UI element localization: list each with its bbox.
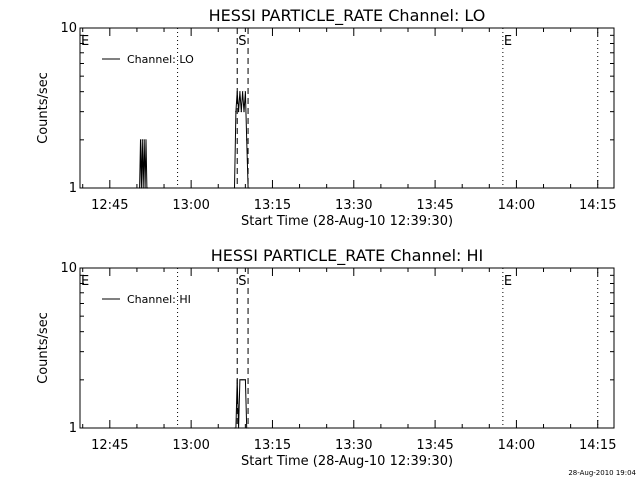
chart0-legend-label: Channel: LO	[127, 53, 194, 66]
chart1-data-point	[247, 427, 249, 429]
chart0-title: HESSI PARTICLE_RATE Channel: LO	[209, 6, 486, 26]
chart1-event-label: E	[504, 274, 512, 289]
chart0-data-point	[248, 187, 251, 189]
chart0-data-point	[144, 187, 146, 189]
chart1-data-point	[243, 379, 245, 381]
chart0-data-point	[145, 139, 147, 141]
chart0-data-point	[139, 187, 141, 189]
chart0-data-point	[147, 187, 149, 189]
chart1-ylabel: Counts/sec	[36, 312, 51, 384]
chart0-event-label: E	[504, 34, 512, 49]
chart0-data-point	[146, 187, 148, 189]
chart1-data-point	[244, 379, 246, 381]
chart0-data-point	[236, 91, 238, 93]
chart0-xtick-label: 13:15	[254, 198, 291, 213]
chart0-data-point	[243, 111, 245, 113]
chart0-ytick-label: 1	[69, 181, 77, 196]
chart1-xlabel: Start Time (28-Aug-10 12:39:30)	[241, 454, 453, 469]
chart1-event-label: E	[81, 274, 89, 289]
chart0-xtick-label: 14:15	[579, 198, 616, 213]
chart1-plot-frame	[79, 267, 615, 429]
chart1-xtick-label: 12:45	[91, 438, 128, 453]
chart0-data-point	[139, 139, 142, 141]
chart0-xtick-label: 13:45	[416, 198, 453, 213]
chart1-xtick-label: 13:15	[254, 438, 291, 453]
footer-timestamp: 28-Aug-2010 19:04	[568, 469, 636, 477]
chart0-data-point	[240, 111, 242, 113]
chart1-legend-label: Channel: HI	[127, 293, 191, 306]
chart1-data-point	[236, 379, 238, 381]
chart0-event-label: S	[238, 34, 246, 49]
chart0-data-point	[246, 139, 248, 141]
chart1-ytick-label: 10	[60, 261, 77, 276]
chart1-xtick-label: 13:00	[172, 438, 209, 453]
chart1-title: HESSI PARTICLE_RATE Channel: HI	[211, 246, 484, 266]
chart1-xtick-label: 13:45	[416, 438, 453, 453]
chart0-data-point	[143, 139, 145, 141]
chart0-ylabel: Counts/sec	[36, 72, 51, 144]
chart0-data-point	[239, 91, 241, 93]
chart0-data-point	[247, 187, 249, 189]
chart0-xlabel: Start Time (28-Aug-10 12:39:30)	[241, 214, 453, 229]
chart0-data-point	[244, 91, 246, 93]
chart0-xtick-label: 14:00	[498, 198, 535, 213]
chart0-event-label: E	[81, 34, 89, 49]
chart1-event-label: S	[238, 274, 246, 289]
chart0-data-point	[242, 91, 244, 93]
chart1-series-line	[234, 379, 249, 429]
chart1-xtick-label: 14:00	[498, 438, 535, 453]
chart0-xtick-label: 13:30	[335, 198, 372, 213]
chart1-data-point	[246, 427, 248, 429]
chart1-xtick-label: 13:30	[335, 438, 372, 453]
chart1-ytick-label: 1	[69, 421, 77, 436]
panel-channel-lo: HESSI PARTICLE_RATE Channel: LO Counts/se…	[36, 6, 616, 229]
chart0-data-point	[141, 139, 143, 141]
chart1-data-point	[237, 427, 240, 429]
chart1-data-point	[242, 379, 244, 381]
chart0-data-point	[235, 111, 237, 113]
chart0-data-point	[140, 187, 143, 189]
chart1-data-point	[239, 379, 241, 381]
chart1-data-point	[240, 379, 242, 381]
chart0-xtick-label: 12:45	[91, 198, 128, 213]
chart1-data-point	[233, 427, 236, 429]
chart0-data-point	[142, 187, 144, 189]
chart1-data-point	[235, 427, 237, 429]
chart0-xtick-label: 13:00	[172, 198, 209, 213]
chart0-ytick-label: 10	[60, 21, 77, 36]
panel-channel-hi: HESSI PARTICLE_RATE Channel: HI Counts/se…	[36, 246, 616, 469]
chart0-plot-frame	[79, 27, 615, 189]
chart0-data-point	[233, 187, 236, 189]
chart0-series-line	[139, 91, 250, 189]
chart0-data-point	[237, 111, 240, 113]
chart1-xtick-label: 14:15	[579, 438, 616, 453]
